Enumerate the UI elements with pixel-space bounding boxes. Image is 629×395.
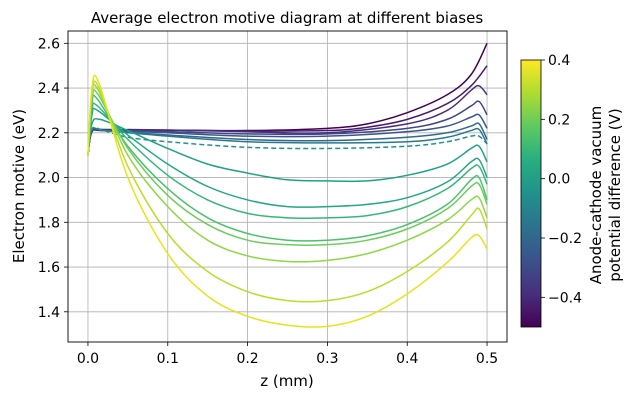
series-line [87, 102, 488, 219]
y-tick-label: 2.6 [38, 36, 60, 52]
x-axis-ticks: 0.0 0.1 0.2 0.3 0.4 0.5 [77, 342, 498, 367]
series-line [87, 117, 488, 183]
x-tick-label: 0.5 [476, 351, 498, 367]
y-tick-label: 2.0 [38, 171, 60, 187]
x-tick-label: 0.3 [316, 351, 338, 367]
colorbar-tick-label: 0.4 [548, 53, 570, 69]
x-tick-label: 0.4 [396, 351, 418, 367]
y-tick-label: 2.4 [38, 81, 60, 97]
y-tick-label: 1.6 [38, 260, 60, 276]
y-tick-label: 2.2 [38, 126, 60, 142]
y-tick-label: 1.8 [38, 215, 60, 231]
x-axis-label: z (mm) [260, 372, 314, 390]
y-axis-label: Electron motive (eV) [10, 109, 28, 263]
series-line [87, 126, 488, 156]
colorbar-tick-label: 0.2 [548, 112, 570, 128]
series-line [87, 83, 488, 263]
series-line [87, 74, 488, 328]
grid-layer [68, 31, 507, 342]
colorbar-tick-label: −0.4 [548, 290, 582, 306]
plot-frame [67, 30, 508, 343]
series-line [87, 94, 488, 242]
series-line [87, 107, 488, 208]
y-axis-ticks: 1.4 1.6 1.8 2.0 2.2 2.4 2.6 [38, 36, 68, 321]
chart-title: Average electron motive diagram at diffe… [91, 9, 483, 27]
series-line [87, 65, 488, 156]
x-tick-label: 0.2 [236, 351, 258, 367]
y-tick-label: 1.4 [38, 305, 60, 321]
series-line [87, 100, 488, 156]
series-line [87, 126, 488, 156]
series-layer [87, 42, 488, 328]
colorbar [520, 59, 542, 328]
x-tick-label: 0.1 [157, 351, 179, 367]
series-line [87, 42, 488, 156]
colorbar-label: Anode-cathode vacuumpotential difference… [587, 106, 624, 285]
colorbar-tick-label: −0.2 [548, 231, 582, 247]
colorbar-ticks: 0.4 0.2 0.0 −0.2 −0.4 [541, 53, 582, 306]
x-tick-label: 0.0 [77, 351, 99, 367]
colorbar-tick-label: 0.0 [548, 172, 570, 188]
